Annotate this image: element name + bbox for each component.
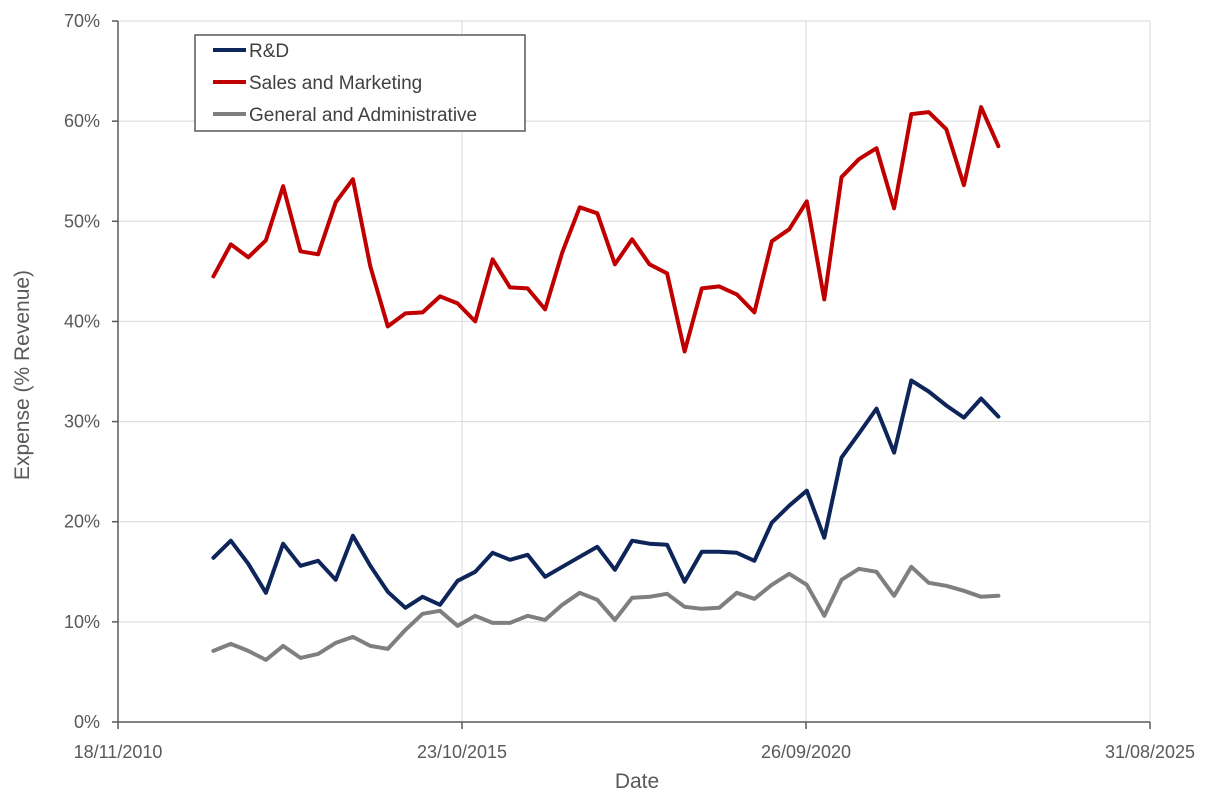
x-tick-label: 18/11/2010 bbox=[74, 742, 163, 762]
legend-label-sales-marketing: Sales and Marketing bbox=[249, 73, 422, 94]
series-line-rd bbox=[211, 378, 1001, 610]
x-tick-label: 31/08/2025 bbox=[1105, 742, 1195, 762]
series-line-general-administrative bbox=[211, 564, 1001, 662]
y-tick-label: 0% bbox=[74, 712, 100, 732]
y-tick-label: 70% bbox=[64, 11, 100, 31]
x-axis-title: Date bbox=[615, 770, 659, 793]
y-tick-label: 60% bbox=[64, 111, 100, 131]
chart-legend: R&D Sales and Marketing General and Admi… bbox=[194, 34, 526, 132]
x-tick-label: 26/09/2020 bbox=[761, 742, 851, 762]
y-axis-title: Expense (% Revenue) bbox=[11, 270, 34, 480]
x-tick-label: 23/10/2015 bbox=[417, 742, 507, 762]
y-tick-label: 40% bbox=[64, 311, 100, 331]
legend-box bbox=[194, 34, 526, 132]
x-tick-labels: 18/11/2010 23/10/2015 26/09/2020 31/08/2025 bbox=[74, 742, 1195, 762]
legend-label-general-administrative: General and Administrative bbox=[249, 105, 477, 126]
legend-label-rd: R&D bbox=[249, 41, 289, 62]
y-tick-label: 20% bbox=[64, 512, 100, 532]
y-tick-label: 10% bbox=[64, 612, 100, 632]
chart-series bbox=[211, 105, 1001, 662]
y-tick-labels: 0% 10% 20% 30% 40% 50% 60% 70% bbox=[64, 11, 100, 732]
y-tick-label: 30% bbox=[64, 412, 100, 432]
y-tick-label: 50% bbox=[64, 211, 100, 231]
series-line-sales-marketing bbox=[211, 105, 1001, 354]
chart-axes bbox=[117, 21, 1150, 723]
